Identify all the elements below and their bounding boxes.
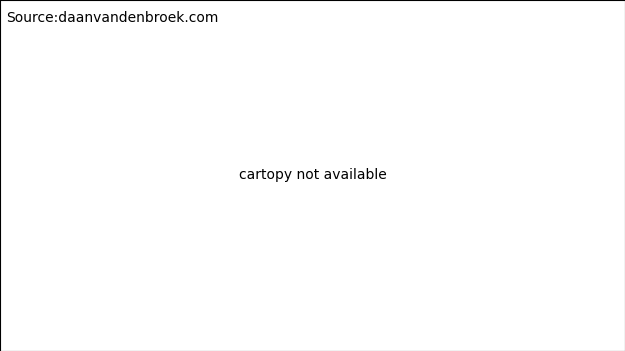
- Text: cartopy not available: cartopy not available: [239, 168, 386, 183]
- Text: Source:daanvandenbroek.com: Source:daanvandenbroek.com: [6, 11, 219, 25]
